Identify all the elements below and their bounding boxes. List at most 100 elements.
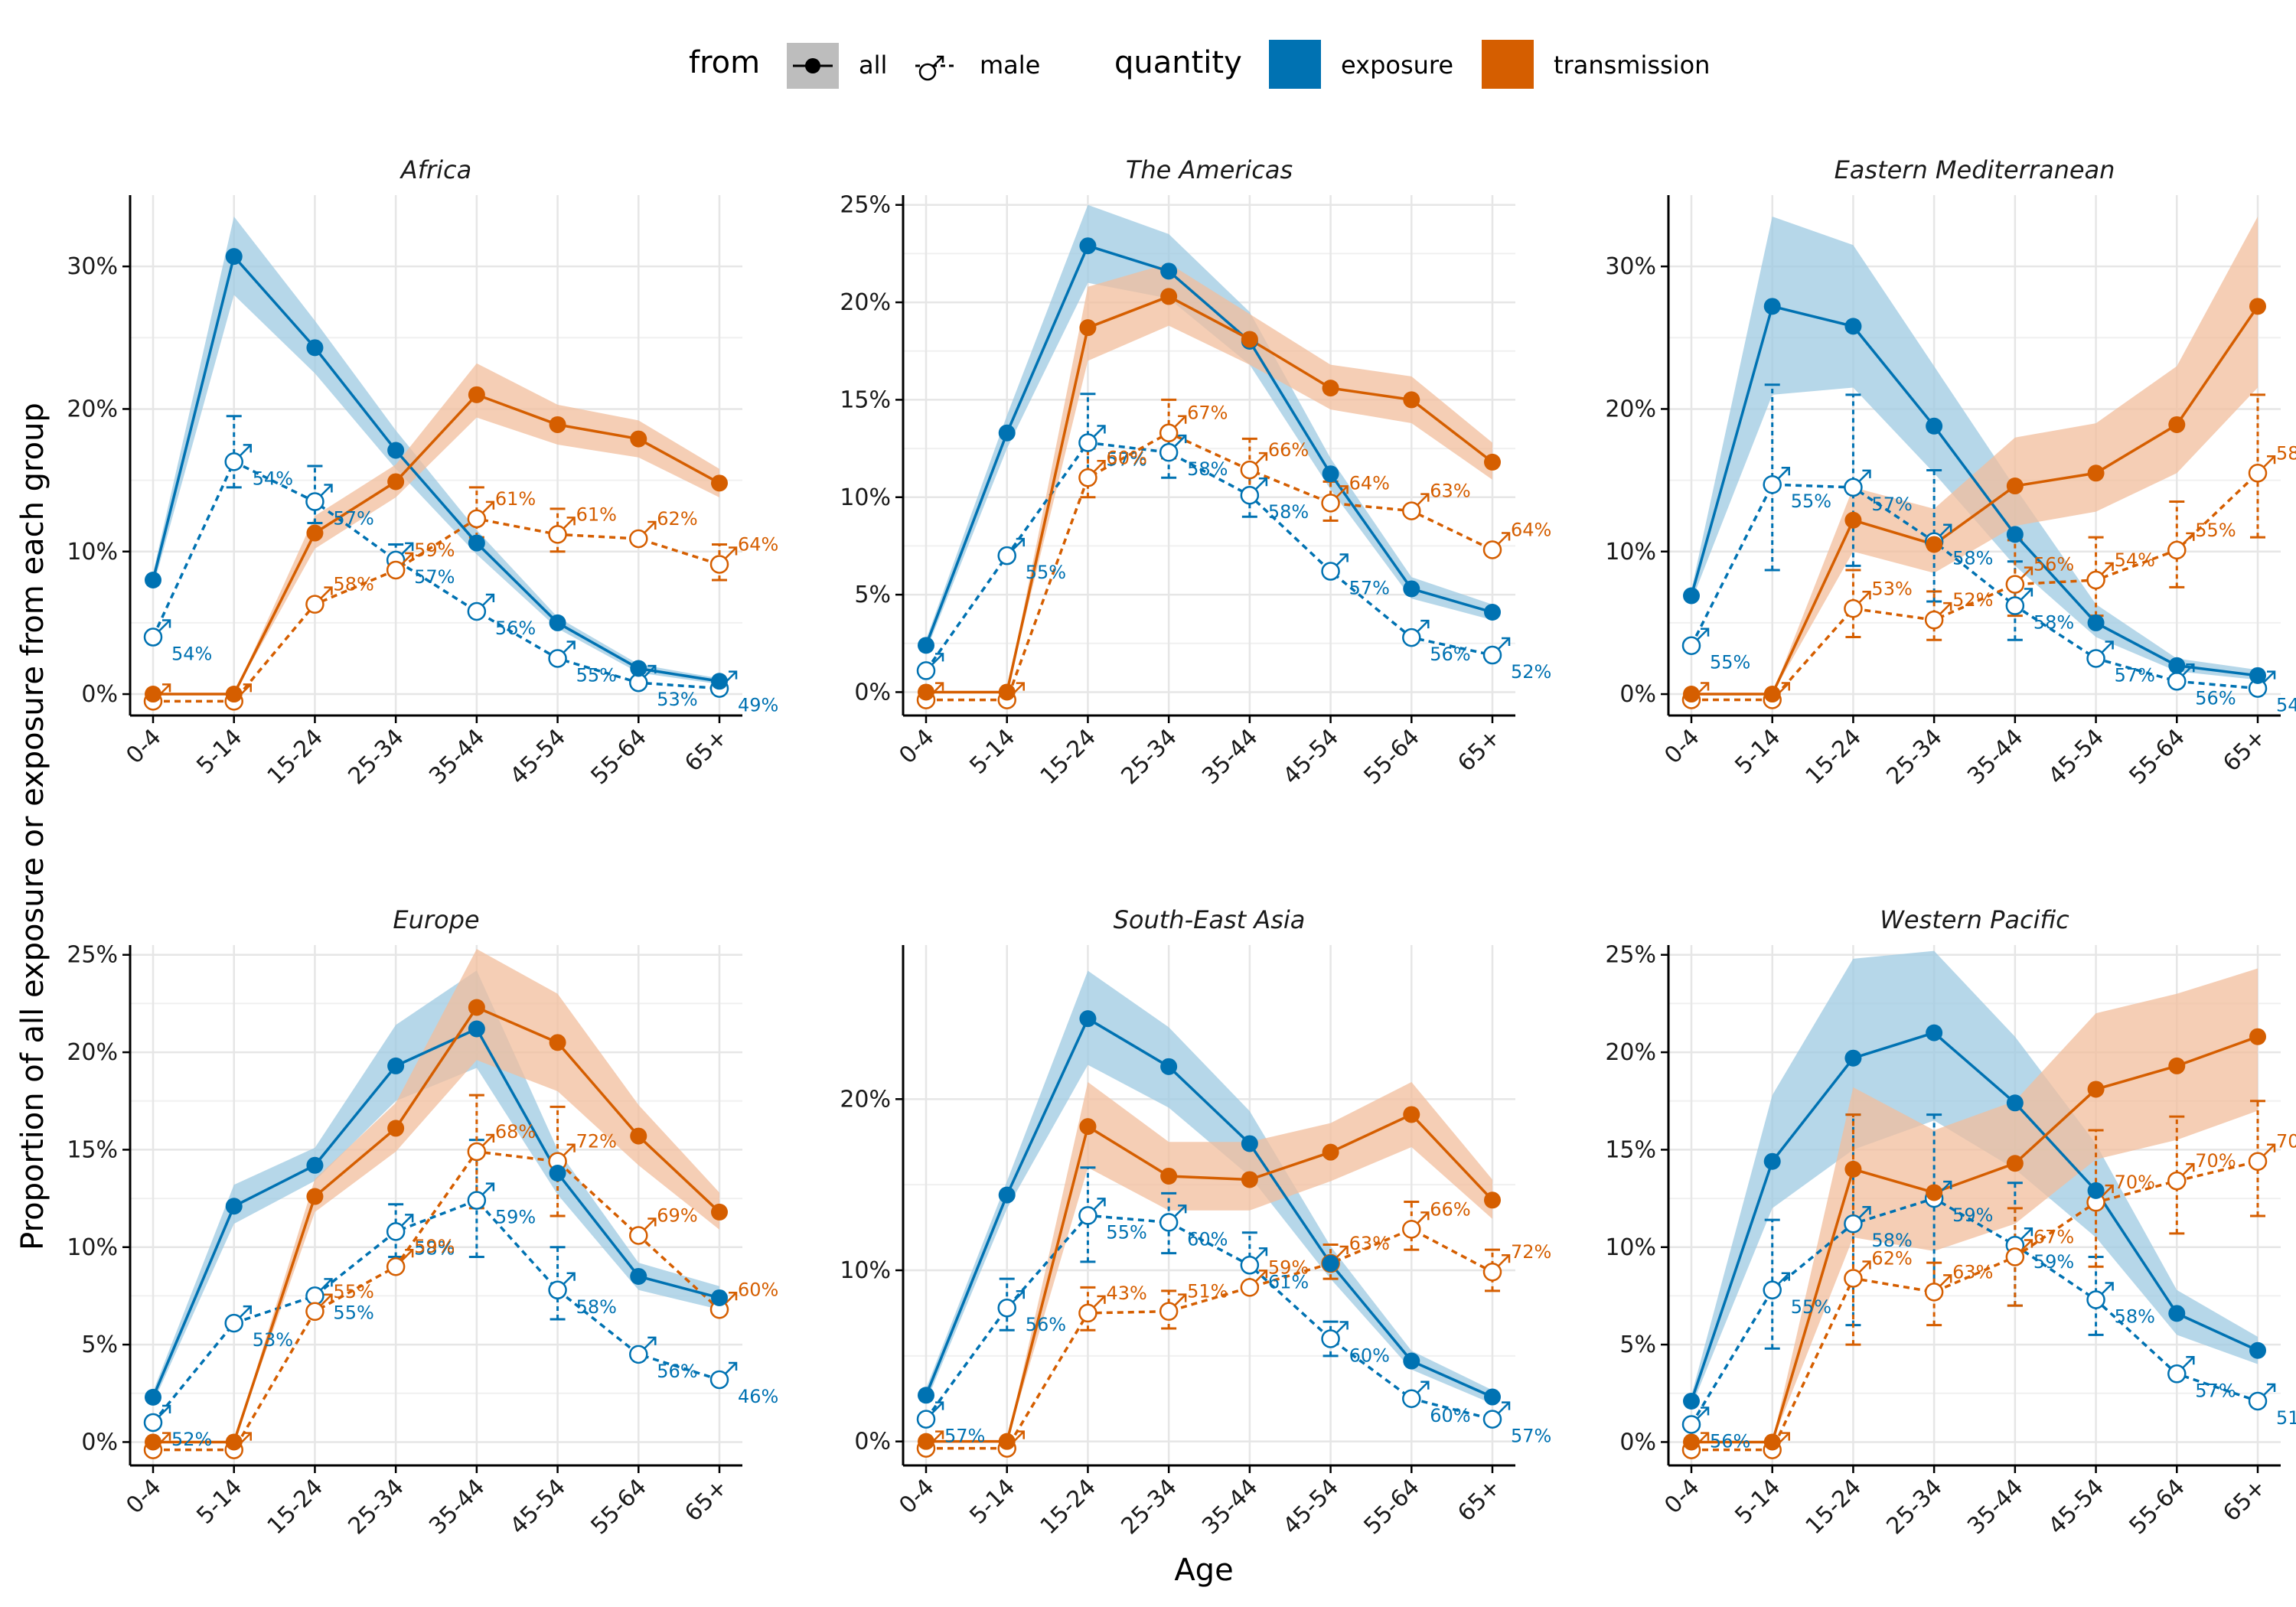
- exposure-male-point: [224, 1305, 252, 1333]
- exposure-all-point: [225, 1198, 243, 1215]
- y-tick-label: 25%: [67, 942, 118, 969]
- transmission-all-point: [225, 686, 243, 703]
- exposure-male-line: [1690, 483, 2258, 690]
- transmission-pct-label: 52%: [1952, 589, 1993, 611]
- y-tick-label: 30%: [67, 253, 118, 280]
- transmission-male-point: [1159, 415, 1187, 442]
- exposure-male-errorbar: [1080, 1166, 1096, 1263]
- transmission-pct-label: 70%: [2195, 1150, 2236, 1172]
- y-tick-label: 10%: [67, 539, 118, 566]
- transmission-ci-band: [926, 1081, 1492, 1442]
- transmission-all-point: [306, 524, 324, 542]
- legend-label-exposure: exposure: [1341, 51, 1453, 80]
- legend-swatch-transmission: [1482, 40, 1534, 89]
- exposure-all-point: [1926, 1024, 1943, 1041]
- panel-title: Western Pacific: [1880, 905, 2069, 934]
- male-symbol-legend-icon: [915, 55, 957, 81]
- exposure-pct-label: 55%: [1791, 1296, 1831, 1318]
- legend-quantity-title: quantity: [1114, 45, 1242, 80]
- transmission-male-point: [2005, 1239, 2033, 1266]
- transmission-pct-label: 59%: [414, 1236, 455, 1257]
- exposure-all-point: [1844, 1049, 1862, 1067]
- exposure-pct-label: 58%: [1268, 501, 1309, 523]
- x-tick-label-55-64: 55-64: [1359, 724, 1425, 790]
- transmission-male-point: [2167, 1162, 2195, 1191]
- x-tick-label-35-44: 35-44: [1197, 724, 1263, 790]
- exposure-ci-band: [153, 216, 719, 685]
- transmission-pct-label: 67%: [2033, 1226, 2074, 1247]
- exposure-all-point: [2249, 1341, 2266, 1359]
- transmission-male-point: [2248, 455, 2276, 483]
- transmission-all-point: [387, 1120, 405, 1137]
- x-tick-label-55-64: 55-64: [2125, 1474, 2190, 1540]
- x-tick-label-0-4: 0-4: [121, 1474, 166, 1519]
- exposure-all-point: [225, 248, 243, 266]
- exposure-pct-label: 58%: [414, 1237, 455, 1259]
- transmission-all-point: [1763, 1433, 1781, 1451]
- exposure-pct-label: 57%: [1871, 494, 1912, 515]
- exposure-all-point: [306, 1156, 324, 1174]
- exposure-male-point: [386, 1214, 414, 1241]
- transmission-pct-label: 62%: [1871, 1248, 1912, 1270]
- exposure-pct-label: 58%: [1187, 458, 1228, 480]
- x-tick-label-55-64: 55-64: [586, 1474, 652, 1540]
- exposure-all-point: [1079, 237, 1097, 255]
- exposure-all-point: [1844, 318, 1862, 335]
- exposure-ci-band: [1691, 216, 2258, 680]
- transmission-male-line: [926, 431, 1493, 702]
- exposure-pct-label: 57%: [1349, 578, 1390, 599]
- transmission-male-point: [709, 546, 738, 574]
- transmission-male-line: [1691, 1159, 2258, 1452]
- transmission-pct-label: 62%: [657, 508, 697, 530]
- exposure-male-errorbar: [226, 415, 242, 489]
- exposure-male-line: [152, 1198, 720, 1424]
- exposure-pct-label: 57%: [333, 508, 373, 530]
- transmission-male-errorbar: [1845, 1113, 1861, 1346]
- transmission-all-point: [1079, 319, 1097, 337]
- exposure-pct-label: 57%: [944, 1426, 985, 1447]
- panel-western-pacific: Western Pacific 56% 55% 58% 59% 59% 58% 57% 51%…: [1605, 905, 2296, 1540]
- transmission-male-line: [926, 1227, 1493, 1450]
- exposure-pct-label: 58%: [576, 1296, 617, 1318]
- exposure-pct-label: 59%: [1952, 1204, 1993, 1226]
- exposure-pct-label: 57%: [1511, 1426, 1551, 1447]
- transmission-male-errorbar: [2007, 1207, 2023, 1307]
- transmission-all-point: [711, 474, 728, 492]
- y-tick-label: 0%: [1619, 681, 1656, 708]
- exposure-pct-label: 52%: [1511, 661, 1551, 683]
- y-tick-label: 0%: [1619, 1429, 1656, 1455]
- y-tick-label: 10%: [1605, 539, 1656, 566]
- transmission-all-point: [711, 1203, 728, 1221]
- exposure-all-point: [468, 1020, 485, 1038]
- exposure-male-point: [2005, 588, 2033, 615]
- exposure-male-line: [152, 460, 720, 690]
- exposure-pct-label: 56%: [2195, 687, 2236, 709]
- y-tick-label: 15%: [840, 386, 891, 413]
- transmission-all-point: [306, 1188, 324, 1205]
- exposure-pct-label: 58%: [1871, 1230, 1912, 1251]
- transmission-all-point: [1160, 1167, 1178, 1185]
- exposure-all-point: [2168, 657, 2186, 674]
- exposure-all-point: [145, 1388, 161, 1406]
- x-tick-label-15-24: 15-24: [263, 724, 328, 790]
- y-tick-label: 25%: [840, 192, 891, 219]
- transmission-male-point: [629, 520, 657, 549]
- exposure-male-point: [916, 653, 944, 680]
- exposure-all-point: [468, 534, 485, 552]
- transmission-all-point: [2249, 1028, 2266, 1045]
- exposure-male-point: [1078, 1198, 1106, 1225]
- x-tick-label-15-24: 15-24: [1035, 724, 1101, 790]
- transmission-all-point: [468, 386, 485, 403]
- transmission-male-point: [548, 517, 576, 544]
- panel-title: The Americas: [1126, 155, 1293, 184]
- transmission-all-point: [2249, 298, 2266, 315]
- exposure-pct-label: 61%: [1268, 1271, 1309, 1292]
- transmission-male-point: [1482, 1253, 1511, 1282]
- exposure-pct-label: 49%: [738, 695, 778, 716]
- transmission-ci-band: [153, 949, 719, 1442]
- x-tick-label-65: 65+: [1453, 724, 1506, 777]
- exposure-male-point: [143, 619, 171, 647]
- exposure-all-point: [2087, 614, 2105, 631]
- y-tick-label: 30%: [1605, 253, 1656, 280]
- transmission-all-point: [468, 999, 485, 1016]
